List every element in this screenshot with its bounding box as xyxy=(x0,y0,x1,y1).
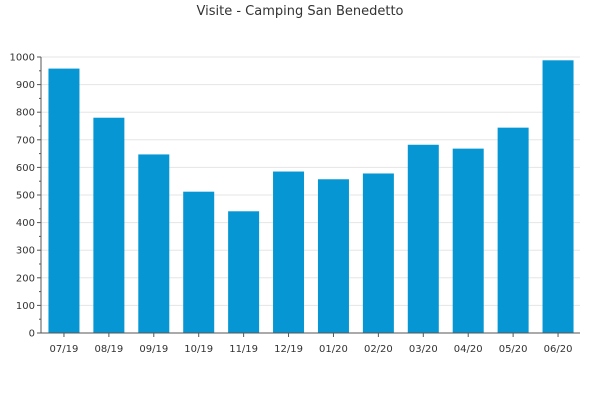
y-tick-label: 800 xyxy=(16,108,35,119)
y-tick-label: 600 xyxy=(16,163,35,174)
bar xyxy=(407,144,439,333)
bar xyxy=(362,173,394,333)
bar xyxy=(497,127,529,333)
bar xyxy=(138,154,170,333)
bars xyxy=(48,60,574,333)
x-tick-label: 12/19 xyxy=(274,344,303,355)
axes xyxy=(37,56,580,337)
x-tick-label: 06/20 xyxy=(544,344,573,355)
y-tick-label: 500 xyxy=(16,191,35,202)
x-tick-label: 02/20 xyxy=(364,344,393,355)
chart-title: Visite - Camping San Benedetto xyxy=(196,4,404,19)
bar xyxy=(452,148,484,333)
x-tick-label: 01/20 xyxy=(319,344,348,355)
bar xyxy=(542,60,574,333)
y-tick-label: 300 xyxy=(16,246,35,257)
bar xyxy=(48,68,80,333)
x-tick-label: 10/19 xyxy=(184,344,213,355)
x-tick-label: 05/20 xyxy=(499,344,528,355)
y-tick-label: 100 xyxy=(16,301,35,312)
y-tick-label: 1000 xyxy=(10,53,35,64)
tick-labels: 0 100 200 300 400 500 600 700 800 900 1000 07/19 08/… xyxy=(10,53,573,356)
x-tick-label: 09/19 xyxy=(139,344,168,355)
x-tick-label: 08/19 xyxy=(94,344,123,355)
x-tick-label: 07/19 xyxy=(50,344,79,355)
bar xyxy=(228,211,260,333)
y-tick-label: 0 xyxy=(29,329,35,340)
y-tick-label: 400 xyxy=(16,218,35,229)
y-tick-label: 900 xyxy=(16,80,35,91)
x-tick-label: 03/20 xyxy=(409,344,438,355)
y-tick-label: 200 xyxy=(16,273,35,284)
gridlines xyxy=(41,56,580,306)
bar xyxy=(317,179,349,333)
y-tick-label: 700 xyxy=(16,135,35,146)
x-tick-label: 04/20 xyxy=(454,344,483,355)
bar xyxy=(273,171,305,333)
bar xyxy=(183,191,215,333)
bar xyxy=(93,117,125,333)
x-tick-label: 11/19 xyxy=(229,344,258,355)
